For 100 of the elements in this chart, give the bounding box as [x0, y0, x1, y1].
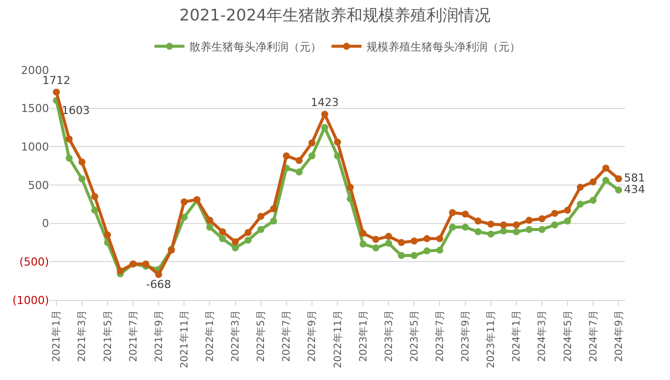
point [308, 152, 316, 160]
point [257, 212, 264, 220]
y-tick-label: 500 [28, 178, 49, 192]
x-tick-label: 2024年3月 [536, 310, 548, 362]
point [206, 216, 214, 224]
point [564, 206, 571, 214]
point [296, 168, 303, 176]
point [564, 218, 571, 225]
y-tick-label: (500) [19, 256, 49, 269]
point [551, 221, 558, 228]
x-tick-label: 2022年9月 [306, 310, 318, 362]
point [296, 156, 303, 164]
point [334, 138, 341, 146]
point [219, 228, 226, 236]
point [372, 244, 380, 252]
point [474, 218, 482, 225]
point [436, 246, 444, 254]
point [232, 244, 239, 252]
x-tick-label: 2022年11月 [332, 310, 344, 368]
point [244, 236, 252, 244]
point [52, 88, 60, 96]
x-tick-label: 2024年1月 [510, 310, 523, 362]
x-tick-label: 2021年7月 [127, 310, 140, 362]
point [500, 228, 508, 234]
point [512, 221, 520, 228]
point [66, 136, 73, 142]
point [142, 260, 150, 268]
data-label: -668 [146, 278, 172, 292]
point [590, 196, 597, 204]
point [180, 198, 188, 206]
point [526, 216, 533, 224]
x-tick-label: 2021年3月 [76, 310, 88, 362]
x-tick-label: 2023年11月 [485, 310, 498, 368]
x-tick-label: 2023年7月 [434, 310, 446, 362]
point [385, 240, 392, 247]
point [270, 218, 278, 225]
point [526, 226, 533, 233]
point [116, 267, 124, 274]
point [244, 229, 252, 236]
x-tick-label: 2024年7月 [587, 310, 600, 362]
point [512, 228, 520, 236]
point [385, 232, 392, 240]
point [474, 228, 482, 236]
point [576, 200, 584, 208]
y-tick-label: 0 [42, 217, 49, 230]
point [436, 235, 444, 242]
y-tick-label: 1500 [21, 102, 49, 116]
y-tick-label: 1000 [21, 140, 49, 154]
x-tick-label: 2023年3月 [382, 310, 395, 362]
x-tick-label: 2021年1月 [50, 310, 63, 362]
x-tick-label: 2023年9月 [460, 310, 472, 362]
point [360, 240, 367, 248]
point [551, 210, 558, 217]
point [91, 206, 98, 214]
point [360, 230, 367, 237]
point [538, 226, 546, 233]
x-tick-label: 2021年9月 [152, 310, 165, 362]
point [423, 235, 430, 242]
point [449, 224, 456, 231]
point [423, 247, 430, 254]
point [500, 221, 508, 228]
x-tick-label: 2022年1月 [204, 310, 216, 362]
point [462, 224, 469, 231]
y-tick-label: (1000) [12, 294, 49, 307]
data-label: 1423 [310, 96, 339, 110]
point [487, 220, 494, 228]
point [615, 186, 622, 194]
chart-title: 2021-2024年生猪散养和规模养殖利润情况 [179, 6, 491, 25]
x-tick-label: 2022年7月 [280, 310, 293, 362]
x-tick-label: 2022年3月 [230, 310, 242, 362]
point [590, 178, 597, 186]
legend-label: 规模养殖生猪每头净利润（元） [366, 40, 520, 54]
data-label: 434 [624, 182, 645, 196]
point [538, 215, 546, 222]
point [257, 226, 264, 233]
point [232, 238, 239, 246]
point [576, 184, 584, 191]
x-tick-label: 2021年5月 [102, 310, 114, 362]
x-tick-label: 2021年11月 [178, 310, 190, 368]
x-tick-label: 2024年9月 [612, 310, 625, 362]
point [104, 231, 111, 238]
point [206, 224, 214, 231]
point [615, 175, 622, 182]
x-tick-label: 2022年5月 [255, 310, 268, 362]
point [91, 193, 98, 200]
point [155, 271, 162, 278]
point [487, 230, 494, 238]
point [282, 152, 290, 160]
x-tick-label: 2023年1月 [357, 310, 370, 362]
point [410, 252, 418, 260]
point [346, 184, 354, 191]
point [462, 210, 469, 218]
point [398, 252, 405, 260]
point [219, 235, 226, 242]
point [372, 236, 380, 243]
point [602, 164, 610, 172]
point [78, 175, 86, 182]
point [270, 205, 278, 212]
x-tick-label: 2023年5月 [408, 310, 420, 362]
point [602, 176, 610, 184]
